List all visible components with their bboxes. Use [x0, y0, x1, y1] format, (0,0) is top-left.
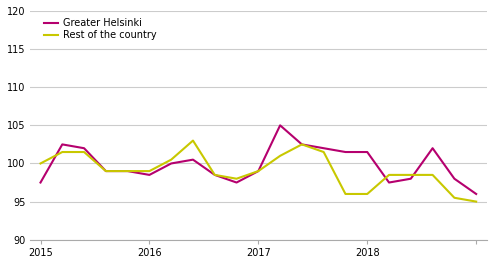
- Greater Helsinki: [81, 147, 87, 150]
- Rest of the country: [81, 151, 87, 154]
- Rest of the country: [277, 154, 283, 157]
- Greater Helsinki: [38, 181, 43, 184]
- Rest of the country: [168, 158, 174, 161]
- Greater Helsinki: [146, 173, 152, 176]
- Rest of the country: [299, 143, 305, 146]
- Rest of the country: [255, 170, 261, 173]
- Rest of the country: [473, 200, 479, 203]
- Rest of the country: [103, 170, 109, 173]
- Rest of the country: [146, 170, 152, 173]
- Greater Helsinki: [364, 151, 370, 154]
- Greater Helsinki: [473, 192, 479, 196]
- Greater Helsinki: [277, 124, 283, 127]
- Line: Greater Helsinki: Greater Helsinki: [41, 125, 476, 194]
- Rest of the country: [234, 177, 240, 180]
- Line: Rest of the country: Rest of the country: [41, 141, 476, 202]
- Greater Helsinki: [234, 181, 240, 184]
- Greater Helsinki: [103, 170, 109, 173]
- Legend: Greater Helsinki, Rest of the country: Greater Helsinki, Rest of the country: [43, 18, 157, 40]
- Greater Helsinki: [124, 170, 130, 173]
- Rest of the country: [38, 162, 43, 165]
- Greater Helsinki: [59, 143, 65, 146]
- Rest of the country: [408, 173, 414, 176]
- Greater Helsinki: [321, 147, 327, 150]
- Greater Helsinki: [255, 170, 261, 173]
- Rest of the country: [190, 139, 196, 142]
- Rest of the country: [364, 192, 370, 196]
- Rest of the country: [342, 192, 348, 196]
- Greater Helsinki: [342, 151, 348, 154]
- Rest of the country: [212, 173, 218, 176]
- Greater Helsinki: [168, 162, 174, 165]
- Rest of the country: [452, 196, 457, 199]
- Rest of the country: [124, 170, 130, 173]
- Greater Helsinki: [408, 177, 414, 180]
- Greater Helsinki: [212, 173, 218, 176]
- Rest of the country: [386, 173, 392, 176]
- Rest of the country: [59, 151, 65, 154]
- Greater Helsinki: [430, 147, 436, 150]
- Rest of the country: [430, 173, 436, 176]
- Rest of the country: [321, 151, 327, 154]
- Greater Helsinki: [386, 181, 392, 184]
- Greater Helsinki: [299, 143, 305, 146]
- Greater Helsinki: [452, 177, 457, 180]
- Greater Helsinki: [190, 158, 196, 161]
